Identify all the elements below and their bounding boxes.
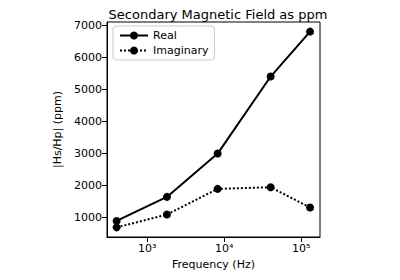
svg-text:Frequency (Hz): Frequency (Hz) [172, 258, 255, 271]
svg-text:10³: 10³ [138, 242, 156, 255]
svg-text:10⁵: 10⁵ [292, 242, 310, 255]
svg-text:2000: 2000 [74, 179, 102, 192]
svg-text:6000: 6000 [74, 51, 102, 64]
svg-text:7000: 7000 [74, 19, 102, 32]
svg-text:1000: 1000 [74, 211, 102, 224]
svg-text:Real: Real [153, 29, 177, 42]
svg-text:4000: 4000 [74, 115, 102, 128]
svg-text:10⁴: 10⁴ [215, 242, 234, 255]
svg-text:5000: 5000 [74, 83, 102, 96]
svg-text:Imaginary: Imaginary [153, 44, 209, 57]
svg-text:3000: 3000 [74, 147, 102, 160]
svg-text:|Hs/Hp| (ppm): |Hs/Hp| (ppm) [51, 91, 64, 168]
svg-text:Secondary Magnetic Field as pp: Secondary Magnetic Field as ppm [109, 7, 328, 22]
